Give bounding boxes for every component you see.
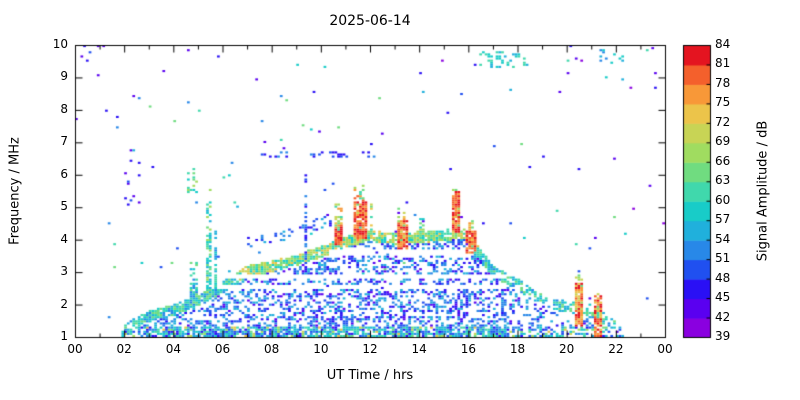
x-tick-label: 08 — [264, 342, 280, 356]
colorbar-tick-label: 60 — [715, 192, 731, 207]
y-tick-label: 5 — [60, 199, 68, 214]
x-tick-label: 02 — [116, 342, 132, 356]
y-axis-label: Frequency / MHz — [7, 137, 23, 245]
x-tick-label: 16 — [460, 342, 476, 356]
x-tick-label: 10 — [313, 342, 329, 356]
colorbar-tick-label: 42 — [715, 309, 731, 324]
colorbar-label: Signal Amplitude / dB — [755, 120, 771, 262]
x-tick-label: 12 — [362, 342, 378, 356]
colorbar-tick-label: 45 — [715, 290, 731, 305]
x-tick-label: 20 — [559, 342, 575, 356]
colorbar-tick-label: 51 — [715, 251, 731, 266]
colorbar-tick-label: 66 — [715, 153, 731, 168]
colorbar-tick-label: 69 — [715, 134, 731, 149]
y-tick-label: 9 — [60, 69, 68, 84]
y-tick-label: 4 — [60, 231, 68, 246]
y-tick-label: 10 — [52, 37, 68, 51]
x-tick-label: 22 — [608, 342, 624, 356]
y-tick-label: 1 — [60, 329, 68, 343]
x-tick-label: 04 — [165, 342, 181, 356]
x-tick-label: 06 — [214, 342, 231, 356]
colorbar-tick-label: 78 — [715, 75, 731, 90]
colorbar-tick-label: 75 — [715, 95, 731, 110]
colorbar-tick-label: 39 — [715, 329, 731, 343]
chart-title: 2025-06-14 — [329, 13, 411, 29]
colorbar-tick-label: 63 — [715, 173, 731, 188]
x-tick-label: 18 — [509, 342, 526, 356]
y-tick-label: 7 — [60, 134, 68, 149]
y-tick-label: 6 — [60, 166, 68, 181]
colorbar-tick-label: 48 — [715, 270, 731, 285]
x-axis-label: UT Time / hrs — [326, 368, 414, 383]
colorbar-tick-label: 84 — [715, 37, 731, 51]
colorbar-tick-label: 54 — [715, 231, 731, 246]
x-tick-label: 00 — [657, 342, 673, 356]
colorbar-tick-label: 81 — [715, 56, 731, 71]
colorbar-tick-label: 57 — [715, 212, 731, 227]
x-tick-label: 00 — [67, 342, 83, 356]
x-tick-label: 14 — [411, 342, 427, 356]
colorbar-tick-label: 72 — [715, 114, 731, 129]
y-tick-label: 3 — [60, 264, 68, 279]
y-tick-label: 8 — [60, 101, 68, 116]
y-tick-label: 2 — [60, 296, 68, 311]
